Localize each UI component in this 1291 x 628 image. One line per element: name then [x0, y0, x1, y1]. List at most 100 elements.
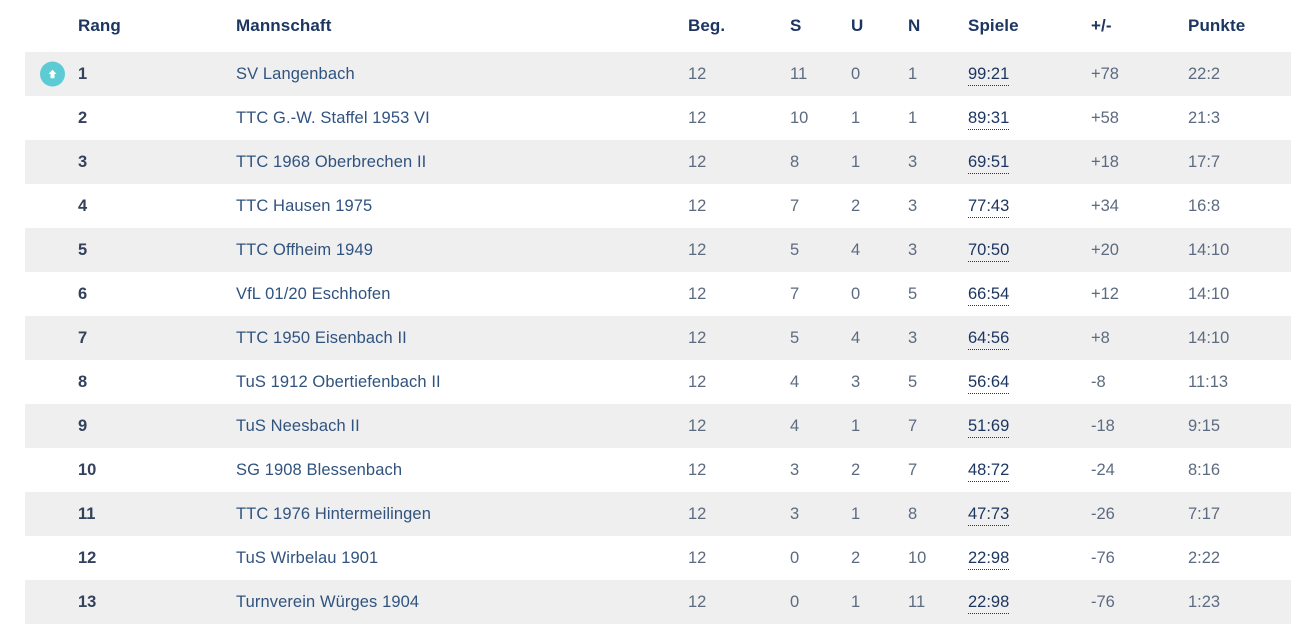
- left-gutter: [0, 360, 25, 404]
- matches-played: 12: [688, 108, 707, 127]
- games-score-cell[interactable]: 22:98: [968, 580, 1091, 624]
- losses-value: 3: [908, 240, 918, 259]
- table-row[interactable]: 9 TuS Neesbach II 12 4 1 7 51:69 -18 9:15: [0, 404, 1291, 448]
- games-score-cell[interactable]: 51:69: [968, 404, 1091, 448]
- games-score-cell[interactable]: 77:43: [968, 184, 1091, 228]
- column-header-goal-diff: +/-: [1091, 0, 1188, 52]
- matches-played: 12: [688, 284, 707, 303]
- wins-value: 3: [790, 460, 800, 479]
- games-score-link[interactable]: 69:51: [968, 152, 1010, 174]
- draws-value: 1: [851, 504, 861, 523]
- column-header-points: Punkte: [1188, 0, 1291, 52]
- games-score-link[interactable]: 22:98: [968, 548, 1010, 570]
- games-score-cell[interactable]: 89:31: [968, 96, 1091, 140]
- games-score-link[interactable]: 66:54: [968, 284, 1010, 306]
- matches-played: 12: [688, 372, 707, 391]
- matches-played: 12: [688, 548, 707, 567]
- rank-value: 10: [78, 460, 97, 479]
- losses-value: 5: [908, 372, 918, 391]
- draws-value: 0: [851, 64, 861, 83]
- games-score-link[interactable]: 47:73: [968, 504, 1010, 526]
- games-score-cell[interactable]: 56:64: [968, 360, 1091, 404]
- games-score-cell[interactable]: 70:50: [968, 228, 1091, 272]
- team-name[interactable]: TuS 1912 Obertiefenbach II: [236, 372, 441, 391]
- goal-difference-value: -18: [1091, 416, 1115, 435]
- games-score-link[interactable]: 89:31: [968, 108, 1010, 130]
- team-name[interactable]: TuS Wirbelau 1901: [236, 548, 379, 567]
- team-name[interactable]: SG 1908 Blessenbach: [236, 460, 403, 479]
- matches-played: 12: [688, 240, 707, 259]
- left-gutter: [0, 272, 25, 316]
- column-header-badge: [0, 0, 78, 52]
- rank-trend-cell: [0, 272, 78, 316]
- rank-value: 13: [78, 592, 97, 611]
- team-name[interactable]: Turnverein Würges 1904: [236, 592, 420, 611]
- table-body: 1 SV Langenbach 12 11 0 1 99:21 +78 22:2 2 TTC G.-…: [0, 52, 1291, 624]
- wins-value: 8: [790, 152, 800, 171]
- games-score-link[interactable]: 51:69: [968, 416, 1010, 438]
- games-score-link[interactable]: 77:43: [968, 196, 1010, 218]
- points-value: 22:2: [1188, 64, 1221, 83]
- table-row[interactable]: 6 VfL 01/20 Eschhofen 12 7 0 5 66:54 +12 14:10: [0, 272, 1291, 316]
- draws-value: 3: [851, 372, 861, 391]
- team-name[interactable]: TuS Neesbach II: [236, 416, 360, 435]
- goal-difference-value: -26: [1091, 504, 1115, 523]
- table-row[interactable]: 1 SV Langenbach 12 11 0 1 99:21 +78 22:2: [0, 52, 1291, 96]
- rank-trend-cell: [0, 404, 78, 448]
- games-score-cell[interactable]: 48:72: [968, 448, 1091, 492]
- games-score-link[interactable]: 99:21: [968, 64, 1010, 86]
- points-value: 9:15: [1188, 416, 1221, 435]
- goal-difference-value: -8: [1091, 372, 1106, 391]
- column-header-beg: Beg.: [688, 0, 790, 52]
- draws-value: 4: [851, 240, 861, 259]
- team-name[interactable]: SV Langenbach: [236, 64, 355, 83]
- games-score-link[interactable]: 56:64: [968, 372, 1010, 394]
- table-row[interactable]: 5 TTC Offheim 1949 12 5 4 3 70:50 +20 14:10: [0, 228, 1291, 272]
- team-name[interactable]: VfL 01/20 Eschhofen: [236, 284, 391, 303]
- games-score-link[interactable]: 64:56: [968, 328, 1010, 350]
- games-score-link[interactable]: 22:98: [968, 592, 1010, 614]
- games-score-link[interactable]: 70:50: [968, 240, 1010, 262]
- rank-trend-cell: [0, 184, 78, 228]
- losses-value: 7: [908, 460, 918, 479]
- team-name[interactable]: TTC Hausen 1975: [236, 196, 373, 215]
- points-value: 2:22: [1188, 548, 1221, 567]
- losses-value: 5: [908, 284, 918, 303]
- team-name[interactable]: TTC G.-W. Staffel 1953 VI: [236, 108, 430, 127]
- team-name[interactable]: TTC 1968 Oberbrechen II: [236, 152, 427, 171]
- games-score-cell[interactable]: 99:21: [968, 52, 1091, 96]
- games-score-cell[interactable]: 69:51: [968, 140, 1091, 184]
- arrow-up-icon: [40, 61, 65, 87]
- table-row[interactable]: 12 TuS Wirbelau 1901 12 0 2 10 22:98 -76 2:22: [0, 536, 1291, 580]
- rank-value: 8: [78, 372, 88, 391]
- table-row[interactable]: 2 TTC G.-W. Staffel 1953 VI 12 10 1 1 89:31 +58…: [0, 96, 1291, 140]
- matches-played: 12: [688, 152, 707, 171]
- table-row[interactable]: 10 SG 1908 Blessenbach 12 3 2 7 48:72 -24 8:16: [0, 448, 1291, 492]
- table-row[interactable]: 7 TTC 1950 Eisenbach II 12 5 4 3 64:56 +8 14:10: [0, 316, 1291, 360]
- rank-value: 12: [78, 548, 97, 567]
- left-gutter: [0, 580, 25, 624]
- team-name[interactable]: TTC Offheim 1949: [236, 240, 374, 259]
- column-header-wins: S: [790, 0, 851, 52]
- table-row[interactable]: 8 TuS 1912 Obertiefenbach II 12 4 3 5 56:64 -8 1…: [0, 360, 1291, 404]
- games-score-cell[interactable]: 64:56: [968, 316, 1091, 360]
- table-row[interactable]: 4 TTC Hausen 1975 12 7 2 3 77:43 +34 16:8: [0, 184, 1291, 228]
- goal-difference-value: +20: [1091, 240, 1119, 259]
- team-name[interactable]: TTC 1976 Hintermeilingen: [236, 504, 431, 523]
- rank-trend-cell: [0, 316, 78, 360]
- points-value: 14:10: [1188, 284, 1230, 303]
- games-score-cell[interactable]: 66:54: [968, 272, 1091, 316]
- table-row[interactable]: 13 Turnverein Würges 1904 12 0 1 11 22:98 -76 1:…: [0, 580, 1291, 624]
- matches-played: 12: [688, 196, 707, 215]
- games-score-cell[interactable]: 22:98: [968, 536, 1091, 580]
- table-header: Rang Mannschaft Beg. S U N Spiele +/- Pu…: [0, 0, 1291, 52]
- table-row[interactable]: 3 TTC 1968 Oberbrechen II 12 8 1 3 69:51 +18 17:…: [0, 140, 1291, 184]
- rank-value: 2: [78, 108, 88, 127]
- table-row[interactable]: 11 TTC 1976 Hintermeilingen 12 3 1 8 47:73 -26 7…: [0, 492, 1291, 536]
- team-name[interactable]: TTC 1950 Eisenbach II: [236, 328, 407, 347]
- games-score-link[interactable]: 48:72: [968, 460, 1010, 482]
- points-value: 1:23: [1188, 592, 1221, 611]
- matches-played: 12: [688, 64, 707, 83]
- games-score-cell[interactable]: 47:73: [968, 492, 1091, 536]
